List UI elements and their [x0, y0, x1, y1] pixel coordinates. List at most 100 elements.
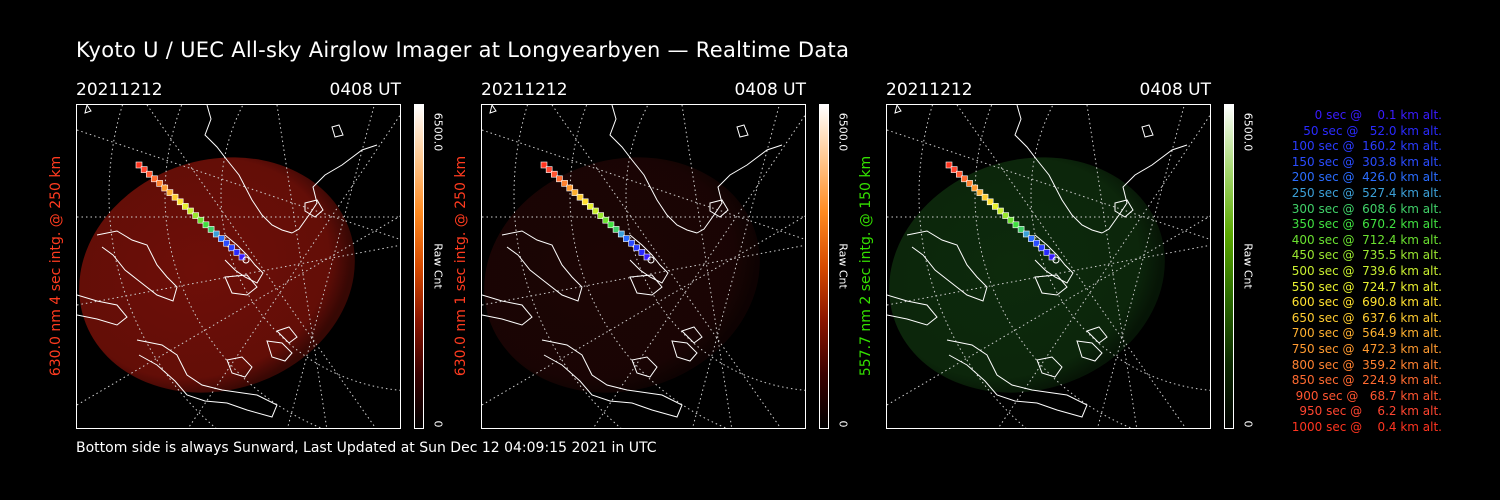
coastline — [224, 234, 264, 284]
trajectory-marker — [1048, 253, 1056, 261]
colorbar-min-label: 0 — [431, 420, 445, 428]
trajectory-marker — [628, 239, 635, 247]
coastline — [1141, 124, 1154, 138]
coastline — [224, 274, 258, 296]
longitude-line — [692, 105, 780, 428]
trajectory-end-marker — [1052, 256, 1060, 264]
coastline — [304, 199, 324, 218]
panel-date: 20211212 — [886, 80, 973, 100]
coastline — [681, 326, 703, 344]
trajectory-marker — [986, 198, 994, 206]
panel-date: 20211212 — [481, 80, 568, 100]
coastline — [1076, 340, 1103, 362]
coastline — [609, 105, 698, 234]
colorbar-min-label: 0 — [836, 420, 850, 428]
page-title: Kyoto U / UEC All-sky Airglow Imager at … — [76, 38, 850, 62]
trajectory-marker — [950, 166, 958, 173]
legend-row: 250 sec @ 527.4 km alt. — [1287, 185, 1442, 200]
trajectory-marker — [156, 180, 163, 187]
trajectory-marker — [612, 226, 620, 233]
coastline — [629, 274, 663, 296]
colorbar-max-label: 6500.0 — [1241, 112, 1255, 152]
allsky-image — [886, 104, 1211, 429]
coastline — [1114, 199, 1134, 218]
allsky-map — [77, 105, 400, 428]
trajectory-marker — [981, 193, 989, 201]
trajectory-marker — [623, 235, 630, 242]
footer-note: Bottom side is always Sunward, Last Upda… — [76, 440, 657, 456]
coastline — [709, 199, 729, 218]
colorbar — [414, 104, 424, 429]
trajectory-marker — [182, 203, 189, 210]
colorbar-max-label: 6500.0 — [431, 112, 445, 152]
trajectory-marker — [643, 253, 651, 261]
colorbar-unit-label: Raw Cnt — [836, 243, 850, 289]
trajectory-marker — [146, 170, 153, 178]
legend-row: 600 sec @ 690.8 km alt. — [1287, 295, 1442, 310]
trajectory-marker — [1043, 249, 1051, 256]
trajectory-marker — [617, 230, 625, 238]
coastline — [887, 294, 938, 326]
trajectory-marker — [140, 166, 148, 173]
trajectory-marker — [997, 207, 1004, 215]
trajectory-marker — [551, 170, 558, 178]
trajectory-marker — [1017, 226, 1025, 233]
coastline — [1036, 356, 1063, 378]
coastline — [696, 144, 783, 234]
coastline — [204, 105, 293, 234]
legend-row: 950 sec @ 6.2 km alt. — [1295, 404, 1442, 419]
trajectory-marker — [976, 189, 984, 196]
legend-row: 750 sec @ 472.3 km alt. — [1287, 341, 1442, 356]
trajectory-marker — [638, 249, 646, 256]
trajectory-marker — [961, 175, 968, 183]
colorbar-unit-label: Raw Cnt — [1241, 243, 1255, 289]
trajectory-marker — [161, 184, 169, 192]
trajectory-marker — [1028, 235, 1035, 242]
trajectory-legend: 0 sec @ 0.1 km alt. 50 sec @ 52.0 km alt… — [1262, 108, 1442, 435]
legend-row: 350 sec @ 670.2 km alt. — [1287, 217, 1442, 232]
legend-row: 100 sec @ 160.2 km alt. — [1287, 139, 1442, 154]
coastline — [736, 124, 749, 138]
trajectory-marker — [218, 235, 225, 242]
legend-row: 700 sec @ 564.9 km alt. — [1287, 326, 1442, 341]
panel-ylabel: 630.0 nm 1 sec intg. @ 250 km — [453, 155, 469, 377]
legend-row: 800 sec @ 359.2 km alt. — [1287, 357, 1442, 372]
trajectory-marker — [1033, 239, 1040, 247]
colorbar — [819, 104, 829, 429]
longitude-line — [146, 105, 377, 428]
trajectory-marker — [1038, 244, 1045, 252]
trajectory-marker — [597, 212, 604, 219]
allsky-image — [481, 104, 806, 429]
longitude-line — [482, 244, 805, 306]
coastline — [84, 105, 92, 114]
trajectory-marker — [561, 180, 568, 187]
legend-row: 0 sec @ 0.1 km alt. — [1303, 108, 1442, 122]
coastline — [629, 234, 669, 284]
legend-row: 650 sec @ 637.6 km alt. — [1287, 310, 1442, 325]
legend-row: 900 sec @ 68.7 km alt. — [1291, 388, 1442, 403]
trajectory-marker — [602, 216, 610, 224]
coastline — [1101, 144, 1188, 234]
coastline — [226, 356, 253, 378]
trajectory-marker — [571, 189, 579, 196]
longitude-line — [1086, 105, 1138, 428]
trajectory-marker — [545, 166, 553, 173]
trajectory-marker — [233, 249, 241, 256]
coastline — [276, 326, 298, 344]
coastline — [489, 105, 497, 114]
image-panel-2: 20211212 0408 UT 630.0 nm 1 sec intg. @ … — [453, 80, 850, 429]
trajectory-marker — [228, 244, 235, 252]
coastline — [1034, 234, 1074, 284]
longitude-line — [551, 105, 782, 428]
legend-row: 500 sec @ 739.6 km alt. — [1287, 263, 1442, 278]
coastline — [894, 105, 902, 114]
trajectory-marker — [945, 161, 953, 169]
trajectory-marker — [633, 244, 640, 252]
trajectory-marker — [223, 239, 230, 247]
trajectory-marker — [202, 221, 210, 229]
colorbar-max-label: 6500.0 — [836, 112, 850, 152]
coastline — [541, 339, 683, 418]
trajectory-marker — [1007, 216, 1015, 224]
longitude-line — [681, 105, 733, 428]
coastline — [1034, 274, 1068, 296]
